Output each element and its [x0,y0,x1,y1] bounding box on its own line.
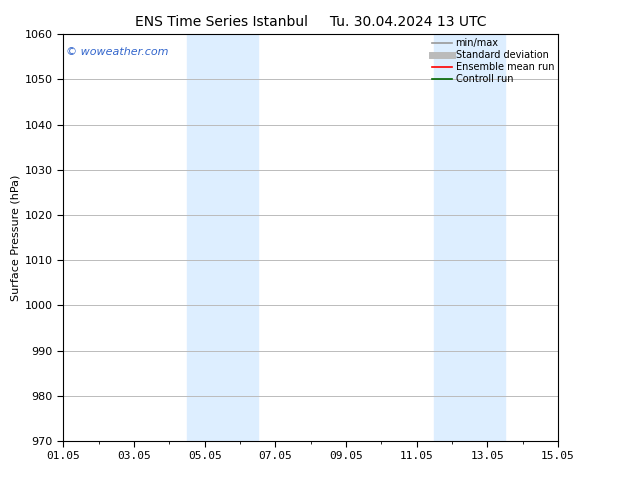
Bar [187,34,257,441]
Text: © woweather.com: © woweather.com [66,47,169,56]
Title: ENS Time Series Istanbul     Tu. 30.04.2024 13 UTC: ENS Time Series Istanbul Tu. 30.04.2024 … [135,15,486,29]
Bar [434,34,505,441]
Y-axis label: Surface Pressure (hPa): Surface Pressure (hPa) [11,174,21,301]
Legend: min/max, Standard deviation, Ensemble mean run, Controll run: min/max, Standard deviation, Ensemble me… [430,36,556,86]
